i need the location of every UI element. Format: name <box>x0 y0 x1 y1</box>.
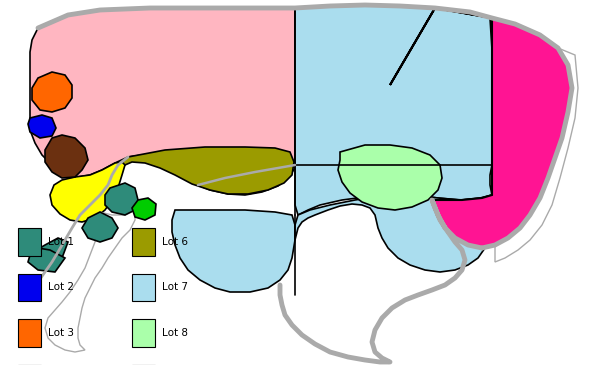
Polygon shape <box>32 72 72 112</box>
Bar <box>18 274 41 301</box>
Polygon shape <box>295 195 492 272</box>
Bar <box>18 228 41 255</box>
Polygon shape <box>295 5 492 215</box>
Polygon shape <box>82 212 118 242</box>
Bar <box>132 319 155 347</box>
Polygon shape <box>132 198 156 220</box>
Bar <box>18 319 41 347</box>
Text: Lot 2: Lot 2 <box>48 283 74 292</box>
Polygon shape <box>338 145 442 210</box>
Polygon shape <box>122 147 294 194</box>
Polygon shape <box>172 210 295 292</box>
Text: Lot 1: Lot 1 <box>48 237 74 247</box>
Text: Lot 3: Lot 3 <box>48 328 74 338</box>
Polygon shape <box>105 183 138 215</box>
Polygon shape <box>28 115 56 138</box>
Text: Lot 8: Lot 8 <box>162 328 188 338</box>
Text: Lot 6: Lot 6 <box>162 237 188 247</box>
Bar <box>132 228 155 255</box>
Polygon shape <box>45 210 135 352</box>
Polygon shape <box>32 238 68 268</box>
Polygon shape <box>28 248 65 272</box>
Polygon shape <box>50 162 125 222</box>
Polygon shape <box>45 135 88 178</box>
Polygon shape <box>495 48 578 262</box>
Polygon shape <box>30 8 295 195</box>
Polygon shape <box>390 8 572 248</box>
Text: Lot 7: Lot 7 <box>162 283 188 292</box>
Bar <box>132 274 155 301</box>
